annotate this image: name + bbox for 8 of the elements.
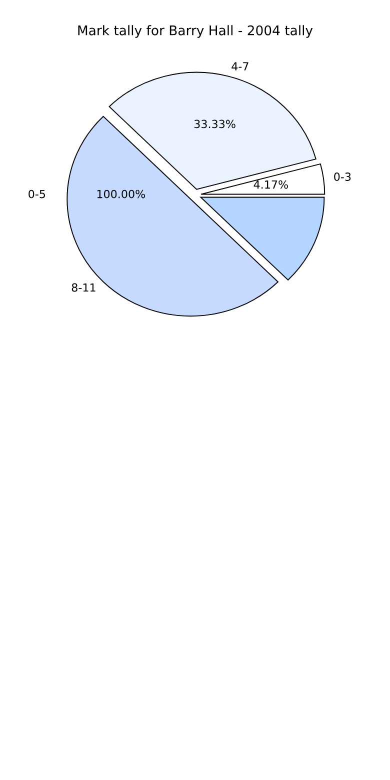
slice-label: 0-3 [334,172,351,181]
slice-label: 4-7 [232,62,248,70]
data-label: 4.17% [254,180,288,189]
data-label: 33.33% [194,120,236,128]
slice-label: 8-11 [72,283,96,292]
text: 100.00% [97,190,146,198]
chart-title: Mark tally for Barry Hall - 2004 tally [78,25,313,38]
text: 0-5 [28,190,46,198]
